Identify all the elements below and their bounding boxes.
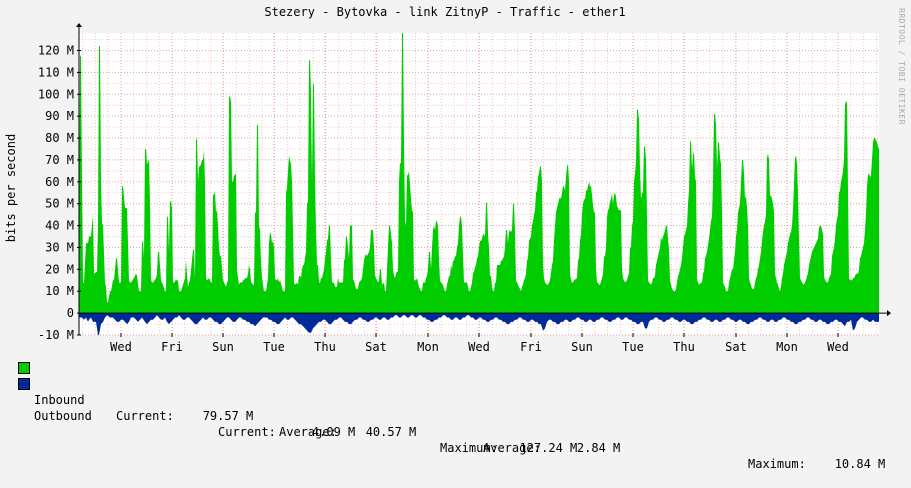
x-tick-label: Tue <box>622 340 644 354</box>
y-tick-label: 70 M <box>45 153 74 167</box>
y-tick-label: 60 M <box>45 175 74 189</box>
x-tick-label: Mon <box>776 340 798 354</box>
y-tick-label: 110 M <box>38 65 74 79</box>
y-tick-label: 40 M <box>45 219 74 233</box>
x-tick-label: Sun <box>212 340 234 354</box>
y-tick-label: 80 M <box>45 131 74 145</box>
legend: Inbound Current: 79.57 M Average: 40.57 … <box>0 360 911 471</box>
y-tick-label: 100 M <box>38 87 74 101</box>
y-axis-arrow <box>76 23 82 27</box>
chart-title: Stezery - Bytovka - link ZitnyP - Traffi… <box>264 5 626 19</box>
legend-outbound-maximum: Maximum: 10.84 M <box>748 457 886 471</box>
outbound-swatch <box>18 378 30 390</box>
y-tick-label: 30 M <box>45 240 74 254</box>
rrdtool-watermark: RRDTOOL / TOBI OETIKER <box>897 8 906 125</box>
legend-inbound-current: Current: 79.57 M <box>116 409 254 423</box>
traffic-chart: -10 M 0 10 M 20 M 30 M 40 M 50 M 60 M 70 M 80 M 90… <box>38 23 891 354</box>
x-tick-label: Wed <box>110 340 132 354</box>
y-tick-label: 0 <box>67 306 74 320</box>
y-tick-label: 50 M <box>45 197 74 211</box>
x-tick-label: Sat <box>725 340 747 354</box>
legend-row-inbound: Inbound Current: 79.57 M Average: 40.57 … <box>18 360 577 455</box>
x-tick-label: Fri <box>161 340 183 354</box>
x-tick-label: Thu <box>314 340 336 354</box>
series-outbound-area <box>79 313 879 335</box>
x-tick-label: Thu <box>673 340 695 354</box>
x-tick-label: Sun <box>571 340 593 354</box>
x-axis-arrow <box>887 310 891 317</box>
x-tick-label: Sat <box>365 340 387 354</box>
legend-row-outbound: Outbound Current: 4.09 M Average: 2.84 M… <box>18 376 885 471</box>
y-tick-label: 20 M <box>45 262 74 276</box>
legend-outbound-current: Current: 4.09 M <box>218 425 356 439</box>
y-tick-label: -10 M <box>38 328 74 342</box>
y-tick-label: 10 M <box>45 284 74 298</box>
legend-outbound-label: Outbound <box>34 409 92 423</box>
y-tick-label: 90 M <box>45 109 74 123</box>
x-tick-label: Wed <box>827 340 849 354</box>
x-tick-label: Mon <box>417 340 439 354</box>
y-tick-label: 120 M <box>38 44 74 58</box>
series-inbound-area <box>79 33 879 314</box>
x-tick-label: Fri <box>520 340 542 354</box>
legend-outbound-average: Average: 2.84 M <box>483 441 621 455</box>
x-tick-label: Tue <box>263 340 285 354</box>
x-tick-label: Wed <box>468 340 490 354</box>
inbound-swatch <box>18 362 30 374</box>
